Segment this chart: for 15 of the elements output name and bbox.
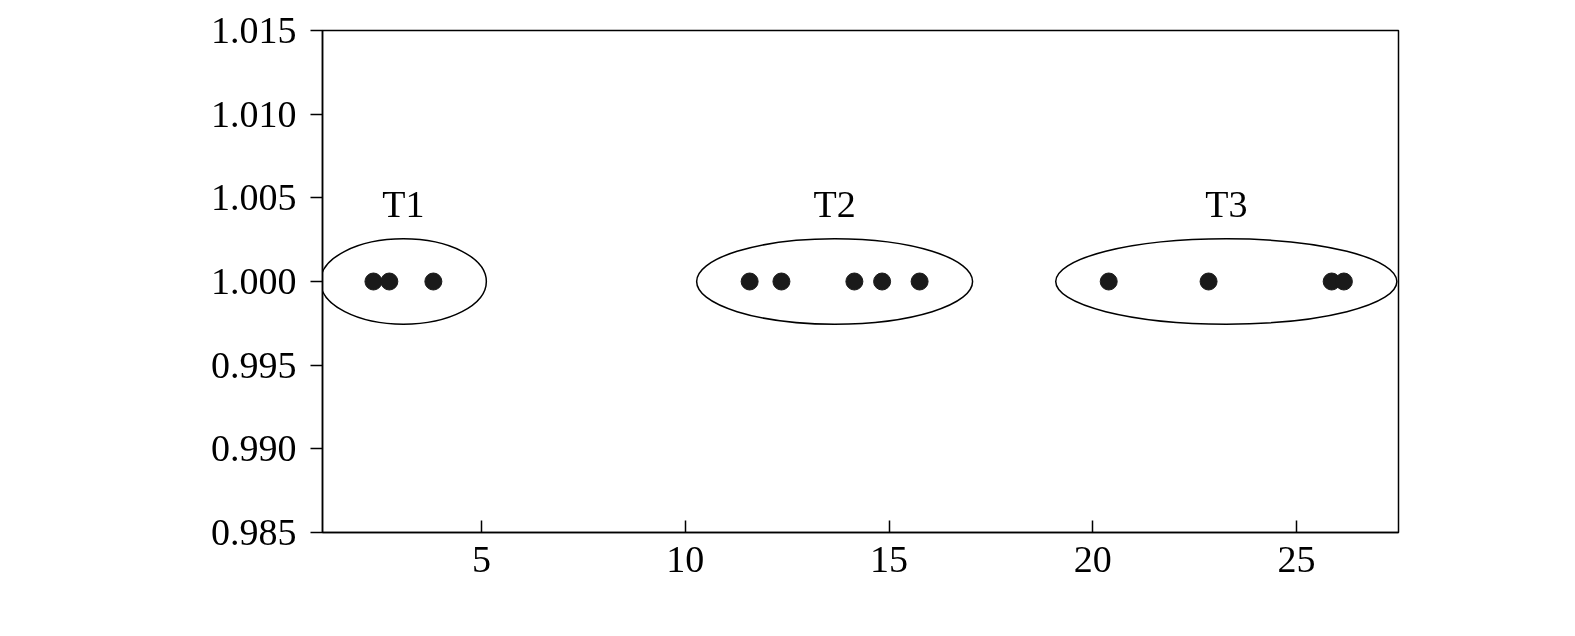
y-tick-label: 0.985 — [211, 511, 297, 553]
y-tick-label: 1.000 — [211, 260, 297, 302]
x-tick-label: 15 — [870, 537, 909, 580]
x-tick-label: 20 — [1073, 537, 1112, 580]
x-tick-label: 5 — [471, 537, 491, 580]
annotation: T1 — [382, 182, 425, 225]
y-tick-label: 0.995 — [211, 343, 297, 386]
annotation: T2 — [813, 182, 856, 225]
y-tick-label: 1.010 — [211, 92, 297, 135]
y-tick-label: 1.005 — [211, 176, 297, 219]
y-tick-label: 0.990 — [211, 427, 297, 470]
annotation: T3 — [1205, 182, 1248, 225]
x-tick-label: 10 — [666, 537, 705, 580]
y-tick-label: 1.015 — [211, 9, 297, 51]
x-tick-label: 25 — [1277, 537, 1316, 580]
